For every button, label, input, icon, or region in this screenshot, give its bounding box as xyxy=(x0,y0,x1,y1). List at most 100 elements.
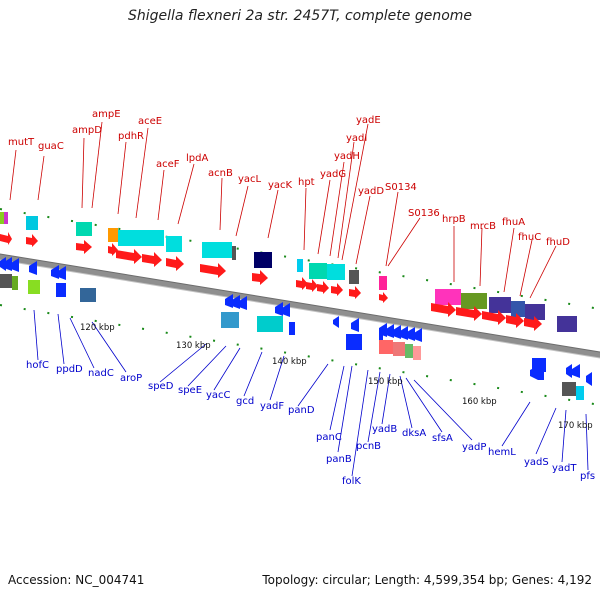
gene-label: guaC xyxy=(38,141,64,152)
feature-box xyxy=(349,270,359,284)
cds-arrow xyxy=(142,252,162,267)
gene-label: yadP xyxy=(462,442,486,453)
cds-arrow xyxy=(506,313,524,328)
gene-label: speD xyxy=(148,381,174,392)
cds-arrow xyxy=(333,316,339,328)
gene-label: panD xyxy=(288,405,315,416)
gene-label: yacC xyxy=(206,390,231,401)
lower-leader-lines xyxy=(33,309,589,477)
cds-arrow xyxy=(586,372,592,386)
feature-box xyxy=(309,263,327,279)
cds-arrow xyxy=(566,364,572,378)
cds-arrow xyxy=(51,265,59,279)
cds-arrow xyxy=(379,292,388,303)
cds-arrow xyxy=(351,318,359,332)
gene-label: yadS xyxy=(524,457,549,468)
feature-box xyxy=(12,276,18,290)
cds-arrow xyxy=(572,364,580,378)
scale-label: 170 kbp xyxy=(558,421,593,431)
cds-arrow xyxy=(200,263,226,278)
gene-label: pdhR xyxy=(118,131,144,142)
gene-label: ppdD xyxy=(56,364,83,375)
feature-box xyxy=(118,230,164,246)
cds-arrow xyxy=(349,286,361,299)
gene-label: mrcB xyxy=(470,221,496,232)
cds-arrow xyxy=(524,316,542,331)
cds-arrow xyxy=(58,266,66,280)
cds-arrow xyxy=(166,256,184,271)
feature-box xyxy=(557,316,577,332)
lower-gene-labels: hofC ppdD nadC aroP speD speE yacC gcd y… xyxy=(26,360,595,487)
cds-arrow xyxy=(414,328,422,342)
gene-label: yadH xyxy=(334,151,360,162)
feature-box xyxy=(254,252,272,268)
cds-arrow xyxy=(407,327,415,341)
gene-label: aroP xyxy=(120,373,142,384)
cds-arrow xyxy=(225,294,233,308)
gene-label: dksA xyxy=(402,428,426,439)
upper-feature-track xyxy=(0,212,577,332)
cds-arrow xyxy=(282,303,290,317)
upper-gene-labels: mutT guaC ampD ampE pdhR aceE aceF lpdA … xyxy=(8,109,570,248)
gene-label: nadC xyxy=(88,368,114,379)
gene-label: yacK xyxy=(268,180,293,191)
feature-box xyxy=(166,236,182,252)
gene-label: sfsA xyxy=(432,433,453,444)
cds-arrow xyxy=(26,234,38,247)
feature-box xyxy=(257,316,283,332)
forward-cds-track xyxy=(0,232,542,331)
feature-box xyxy=(562,382,576,396)
gene-label: yadT xyxy=(552,463,577,474)
scale-labels: 120 kbp 130 kbp 140 kbp 150 kbp 160 kbp … xyxy=(80,323,593,431)
map-title: Shigella flexneri 2a str. 2457T, complet… xyxy=(127,8,473,24)
cds-box xyxy=(56,283,66,297)
gene-label: yadE xyxy=(356,115,381,126)
feature-box xyxy=(489,297,511,313)
feature-box xyxy=(525,304,545,320)
cds-arrow xyxy=(11,258,19,272)
scale-label: 140 kbp xyxy=(272,357,307,367)
feature-box xyxy=(379,340,393,354)
gene-label: fhuA xyxy=(502,217,525,228)
gene-label: folK xyxy=(342,476,361,487)
gene-label: acnB xyxy=(208,168,233,179)
cds-arrow xyxy=(4,257,12,271)
feature-box xyxy=(202,242,232,258)
scale-label: 120 kbp xyxy=(80,323,115,333)
gene-label: aceF xyxy=(156,159,180,170)
scale-label: 160 kbp xyxy=(462,397,497,407)
feature-box xyxy=(576,386,584,400)
feature-box xyxy=(80,288,96,302)
cds-arrow xyxy=(296,277,308,290)
gene-label: hrpB xyxy=(442,214,466,225)
cds-box xyxy=(346,334,362,350)
gene-label: aceE xyxy=(138,116,162,127)
cds-arrow xyxy=(76,240,92,254)
gene-label: hpt xyxy=(298,177,315,188)
cds-arrow xyxy=(29,261,37,275)
feature-box xyxy=(28,280,40,294)
cds-arrow xyxy=(108,243,118,256)
feature-box xyxy=(405,344,413,358)
topology-text: Topology: circular; Length: 4,599,354 bp… xyxy=(262,573,592,587)
gene-label: speE xyxy=(178,385,202,396)
genome-backbone xyxy=(0,253,600,359)
cds-arrow xyxy=(431,302,456,317)
gene-label: lpdA xyxy=(186,153,208,164)
cds-arrow xyxy=(116,249,142,264)
gene-label: yadG xyxy=(320,169,346,180)
cds-arrow xyxy=(400,326,408,340)
gene-label: yacL xyxy=(238,174,262,185)
gene-label: ampD xyxy=(72,125,102,136)
scale-label: 150 kbp xyxy=(368,377,403,387)
feature-box xyxy=(413,346,421,360)
gene-label: ampE xyxy=(92,109,121,120)
cds-arrow xyxy=(386,324,394,338)
feature-box xyxy=(0,274,12,288)
feature-box xyxy=(221,312,239,328)
cds-arrow xyxy=(530,366,544,380)
cds-arrow xyxy=(331,283,343,296)
feature-box xyxy=(108,228,118,242)
cds-arrow xyxy=(252,270,268,285)
